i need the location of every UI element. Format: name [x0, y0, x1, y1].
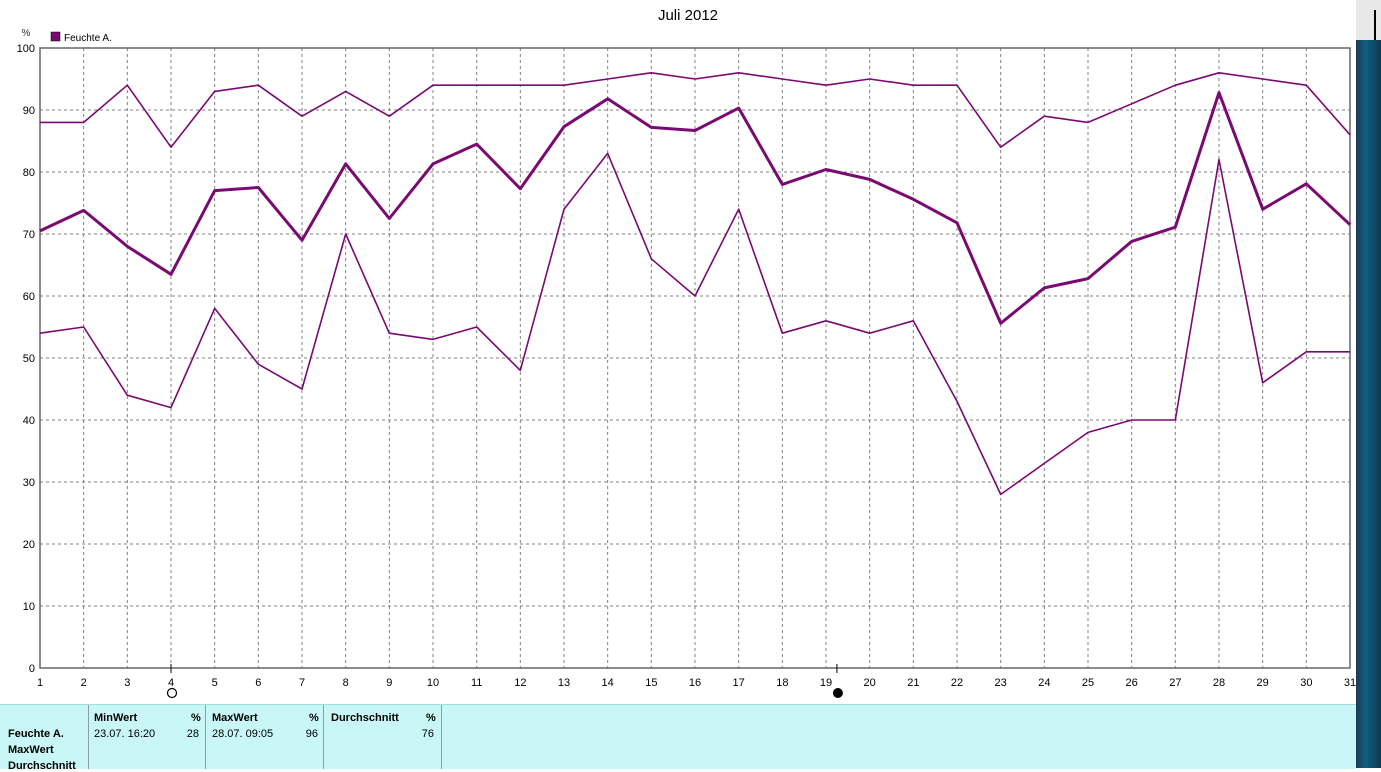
x-tick-label: 20 — [864, 677, 876, 689]
y-tick-label: 10 — [23, 601, 35, 613]
max-unit: % — [309, 712, 319, 724]
x-tick-label: 29 — [1257, 677, 1269, 689]
series-line-max — [40, 72, 1351, 148]
x-tick-label: 22 — [951, 677, 963, 689]
x-tick-label: 4 — [168, 677, 174, 689]
y-tick-label: 40 — [23, 415, 35, 427]
chart-area: Juli 2012 % Feuchte A. 0 10 20 30 40 50 60 70 80… — [16, 7, 1356, 699]
x-tick-label: 30 — [1300, 677, 1312, 689]
edge-marker — [1374, 10, 1376, 40]
row-label-max: MaxWert — [8, 744, 54, 756]
x-tick-label: 24 — [1038, 677, 1050, 689]
max-title: MaxWert — [212, 712, 258, 724]
x-tick-label: 27 — [1169, 677, 1181, 689]
series-line-avg — [39, 91, 1352, 325]
y-tick-label: 90 — [23, 105, 35, 117]
new-moon-icon — [832, 688, 843, 698]
x-tick-label: 28 — [1213, 677, 1225, 689]
full-moon-icon — [166, 687, 178, 699]
y-tick-label: 20 — [23, 539, 35, 551]
legend-swatch — [50, 31, 61, 42]
x-tick-label: 12 — [514, 677, 526, 689]
x-tick-label: 10 — [427, 677, 439, 689]
y-tick-label: 50 — [23, 353, 35, 365]
x-tick-label: 19 — [820, 677, 832, 689]
y-tick-label: 100 — [17, 43, 35, 55]
x-tick-label: 11 — [471, 677, 482, 689]
x-tick-label: 13 — [558, 677, 570, 689]
x-tick-label: 15 — [645, 677, 657, 689]
legend-label: Feuchte A. — [64, 33, 112, 44]
max-value: 96 — [305, 728, 318, 740]
x-tick-label: 31 — [1344, 677, 1356, 689]
avg-value: 76 — [421, 728, 434, 740]
humidity-chart: Juli 2012 % Feuchte A. 0 10 20 30 40 50 60 70 80… — [17, 7, 1356, 699]
min-value: 28 — [186, 728, 199, 740]
avg-unit: % — [426, 712, 436, 724]
x-tick-label: 1 — [37, 677, 43, 689]
min-title: MinWert — [94, 712, 138, 724]
x-tick-label: 9 — [386, 677, 392, 689]
min-datetime: 23.07. 16:20 — [94, 728, 156, 740]
x-tick-label: 7 — [299, 677, 305, 689]
max-datetime: 28.07. 09:05 — [212, 728, 274, 740]
stats-panel: Feuchte A. MaxWert Durchschnitt MinWert … — [0, 704, 1356, 772]
x-tick-label: 2 — [81, 677, 87, 689]
max-block: MaxWert % 28.07. 09:05 96 — [205, 705, 324, 769]
x-tick-label: 5 — [212, 677, 218, 689]
y-tick-label: 30 — [23, 477, 35, 489]
y-axis-unit: % — [22, 28, 31, 39]
y-tick-label: 80 — [23, 167, 35, 179]
min-unit: % — [191, 712, 201, 724]
row-label-avg: Durchschnitt — [8, 760, 76, 772]
x-tick-label: 23 — [995, 677, 1007, 689]
min-block: MinWert % 23.07. 16:20 28 — [88, 705, 206, 769]
avg-title: Durchschnitt — [331, 712, 399, 724]
series-line-min — [39, 152, 1350, 496]
y-tick-label: 60 — [23, 291, 35, 303]
y-tick-label: 70 — [23, 229, 35, 241]
x-tick-label: 8 — [343, 677, 349, 689]
x-tick-label: 25 — [1082, 677, 1094, 689]
x-tick-label: 14 — [602, 677, 614, 689]
row-label-series: Feuchte A. — [8, 728, 64, 740]
window-edge-top — [1356, 0, 1381, 40]
x-tick-label: 3 — [124, 677, 130, 689]
x-tick-label: 26 — [1126, 677, 1138, 689]
x-tick-label: 18 — [776, 677, 788, 689]
y-tick-label: 0 — [29, 663, 35, 675]
x-tick-label: 6 — [255, 677, 261, 689]
avg-block: Durchschnitt % 76 — [323, 705, 442, 769]
chart-title: Juli 2012 — [658, 7, 718, 24]
window-edge — [1356, 0, 1381, 768]
x-tick-label: 21 — [907, 677, 919, 689]
x-tick-label: 17 — [733, 677, 745, 689]
plot-border — [39, 47, 1351, 669]
x-tick-label: 16 — [689, 677, 701, 689]
